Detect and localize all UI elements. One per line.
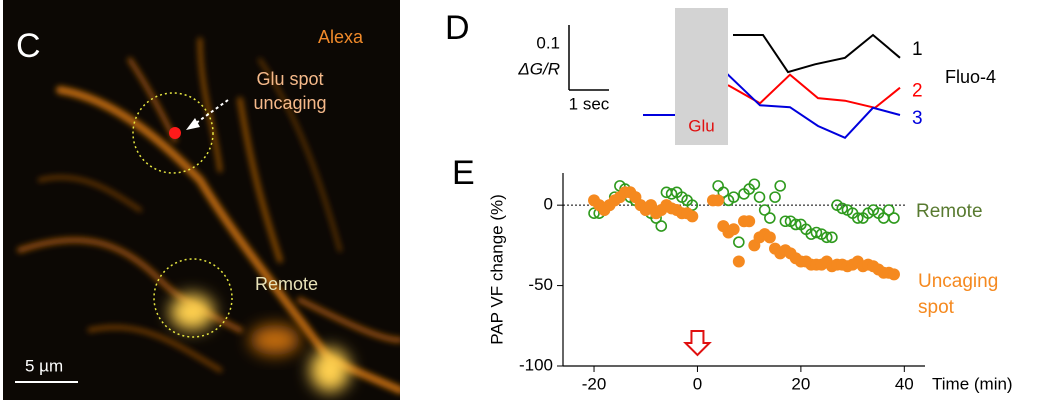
x-tick-label: 20 xyxy=(791,374,810,393)
data-point xyxy=(748,178,761,191)
data-point xyxy=(774,180,787,192)
x-axis-title: Time (min) xyxy=(932,374,1013,393)
data-point xyxy=(712,194,725,207)
annotation: uncaging xyxy=(253,93,326,113)
data-point xyxy=(733,236,745,248)
glu-window xyxy=(675,8,728,145)
scalebar-x-label: 1 sec xyxy=(569,94,610,113)
data-point xyxy=(820,231,833,244)
data-point xyxy=(810,226,823,239)
data-point xyxy=(686,210,699,223)
scalebar-label: 5 µm xyxy=(25,356,63,375)
data-point xyxy=(888,212,900,224)
annotation: Glu spot xyxy=(256,69,323,89)
data-point xyxy=(727,191,740,203)
data-point xyxy=(763,231,776,244)
x-tick-label: -20 xyxy=(582,374,607,393)
data-point xyxy=(727,223,740,236)
data-point xyxy=(887,268,900,281)
x-tick-label: 40 xyxy=(895,374,914,393)
micrograph xyxy=(3,0,400,400)
legend-entry: 2 xyxy=(912,81,923,102)
data-point xyxy=(655,220,668,232)
shade-label: Glu xyxy=(688,116,714,135)
data-point xyxy=(779,215,792,228)
data-point xyxy=(712,180,724,192)
data-point xyxy=(826,231,838,244)
y-axis-title: PAP VF change (%) xyxy=(487,194,506,345)
data-point xyxy=(732,255,745,268)
y-tick-label: -100 xyxy=(519,355,553,374)
series-label: Remote xyxy=(916,201,983,222)
data-point xyxy=(882,204,895,216)
y-tick-label: -50 xyxy=(528,275,553,294)
data-point xyxy=(665,188,678,200)
data-point xyxy=(789,218,802,231)
x-tick-label: 0 xyxy=(693,374,702,393)
scalebar-y-title: ΔG/R xyxy=(517,59,560,78)
legend-entry: 3 xyxy=(912,108,923,129)
trace xyxy=(733,33,901,74)
data-point xyxy=(851,212,864,224)
data-point xyxy=(753,191,766,203)
data-point xyxy=(836,202,849,215)
panel-label: D xyxy=(445,9,470,47)
legend-entry: 1 xyxy=(912,39,923,60)
data-point xyxy=(743,215,756,228)
panel-label: C xyxy=(16,27,41,65)
scalebar-y-label: 0.1 xyxy=(536,33,560,52)
panel-label: E xyxy=(452,154,475,192)
y-tick-label: 0 xyxy=(544,195,553,214)
trace xyxy=(727,73,901,109)
legend-title: Fluo-4 xyxy=(945,67,996,87)
region-label: Remote xyxy=(255,274,318,294)
series-label: Uncaging spot xyxy=(918,271,1004,318)
data-point xyxy=(769,191,781,203)
data-point xyxy=(758,204,771,216)
data-point xyxy=(764,212,776,224)
channel-label: Alexa xyxy=(318,27,364,47)
stimulus-arrow xyxy=(683,330,712,357)
